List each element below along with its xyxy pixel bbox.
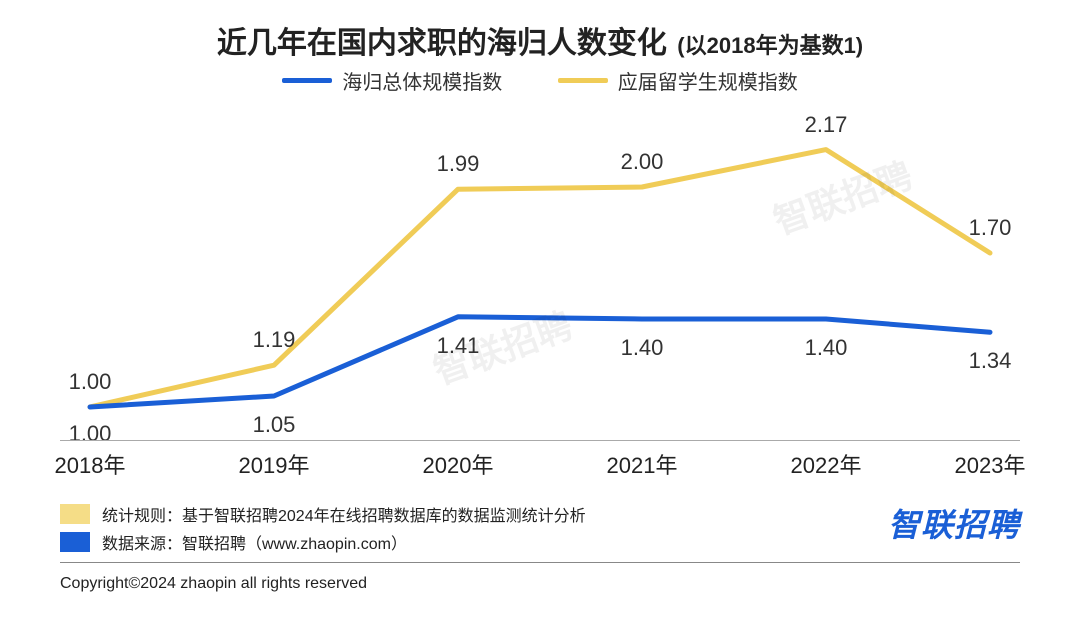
data-label-s0-5: 1.34: [969, 348, 1012, 374]
title-sub: (以2018年为基数1): [677, 33, 863, 58]
legend-item-0: 海归总体规模指数: [282, 66, 502, 95]
footer-text-1: 数据来源：智联招聘（www.zhaopin.com）: [102, 530, 407, 554]
chart-area: 1.00 1.05 1.41 1.40 1.40 1.34 1.00 1.19 1.99 2.00…: [60, 110, 1020, 480]
copyright-divider: [60, 562, 1020, 563]
x-label-2: 2020年: [423, 448, 494, 480]
footer-text-0: 统计规则：基于智联招聘2024年在线招聘数据库的数据监测统计分析: [102, 502, 586, 526]
legend-swatch-1: [558, 78, 608, 83]
chart-container: 近几年在国内求职的海归人数变化 (以2018年为基数1) 海归总体规模指数 应届…: [0, 0, 1080, 632]
x-axis: [60, 440, 1020, 441]
data-label-s0-3: 1.40: [621, 335, 664, 361]
title-main: 近几年在国内求职的海归人数变化: [217, 27, 667, 60]
data-label-s0-1: 1.05: [253, 412, 296, 438]
plot: 1.001.051.411.401.401.341.001.191.992.00…: [60, 110, 1020, 440]
legend-label-1: 应届留学生规模指数: [618, 66, 798, 95]
data-label-s1-0: 1.00: [69, 369, 112, 395]
x-label-0: 2018年: [55, 448, 126, 480]
legend-label-0: 海归总体规模指数: [342, 66, 502, 95]
data-label-s1-1: 1.19: [253, 327, 296, 353]
footer: 统计规则：基于智联招聘2024年在线招聘数据库的数据监测统计分析 数据来源：智联…: [60, 498, 1020, 558]
brand-logo: 智联招聘: [888, 500, 1020, 546]
x-label-1: 2019年: [239, 448, 310, 480]
legend-swatch-0: [282, 78, 332, 83]
data-label-s1-3: 2.00: [621, 149, 664, 175]
footer-row-0: 统计规则：基于智联招聘2024年在线招聘数据库的数据监测统计分析: [60, 502, 1020, 526]
legend: 海归总体规模指数 应届留学生规模指数: [0, 66, 1080, 95]
data-label-s1-2: 1.99: [437, 151, 480, 177]
x-label-3: 2021年: [607, 448, 678, 480]
data-label-s0-0: 1.00: [69, 421, 112, 447]
footer-swatch-0: [60, 504, 90, 524]
legend-item-1: 应届留学生规模指数: [558, 66, 798, 95]
data-label-s1-4: 2.17: [805, 112, 848, 138]
series-line-0: [90, 317, 990, 407]
series-line-1: [90, 150, 990, 407]
line-svg: [60, 110, 1020, 440]
data-label-s0-2: 1.41: [437, 333, 480, 359]
x-label-4: 2022年: [791, 448, 862, 480]
data-label-s0-4: 1.40: [805, 335, 848, 361]
data-label-s1-5: 1.70: [969, 215, 1012, 241]
x-label-5: 2023年: [955, 448, 1026, 480]
copyright: Copyright©2024 zhaopin all rights reserv…: [60, 575, 367, 593]
footer-row-1: 数据来源：智联招聘（www.zhaopin.com）: [60, 530, 1020, 554]
title-row: 近几年在国内求职的海归人数变化 (以2018年为基数1): [0, 18, 1080, 62]
footer-swatch-1: [60, 532, 90, 552]
